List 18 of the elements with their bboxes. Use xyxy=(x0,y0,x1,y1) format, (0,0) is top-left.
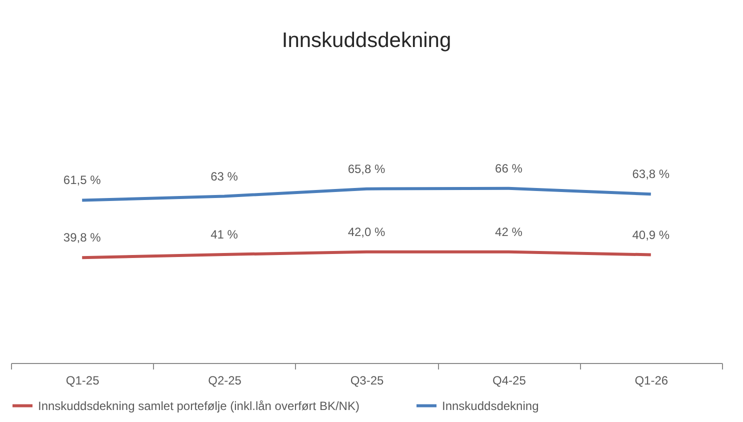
data-label: 40,9 % xyxy=(632,228,670,242)
x-tick-label: Q4-25 xyxy=(492,374,526,388)
legend-label: Innskuddsdekning samlet portefølje (inkl.lån overført BK/NK) xyxy=(38,398,360,413)
data-label: 66 % xyxy=(495,161,523,176)
x-tick-label: Q2-25 xyxy=(208,374,242,388)
legend-label: Innskuddsdekning xyxy=(442,398,539,413)
data-label: 39,8 % xyxy=(63,230,102,245)
data-label: 63,8 % xyxy=(632,167,670,182)
data-label: 42,0 % xyxy=(348,224,386,239)
data-label: 65,8 % xyxy=(348,162,386,176)
x-tick-label: Q1-25 xyxy=(66,374,100,388)
chart-title: Innskuddsdekning xyxy=(282,29,452,52)
data-label: 41 % xyxy=(210,227,238,242)
x-tick-label: Q3-25 xyxy=(350,374,384,388)
x-tick-label: Q1-26 xyxy=(634,374,668,388)
data-label: 63 % xyxy=(210,169,238,184)
data-label: 42 % xyxy=(495,224,523,239)
data-label: 61,5 % xyxy=(63,173,102,188)
